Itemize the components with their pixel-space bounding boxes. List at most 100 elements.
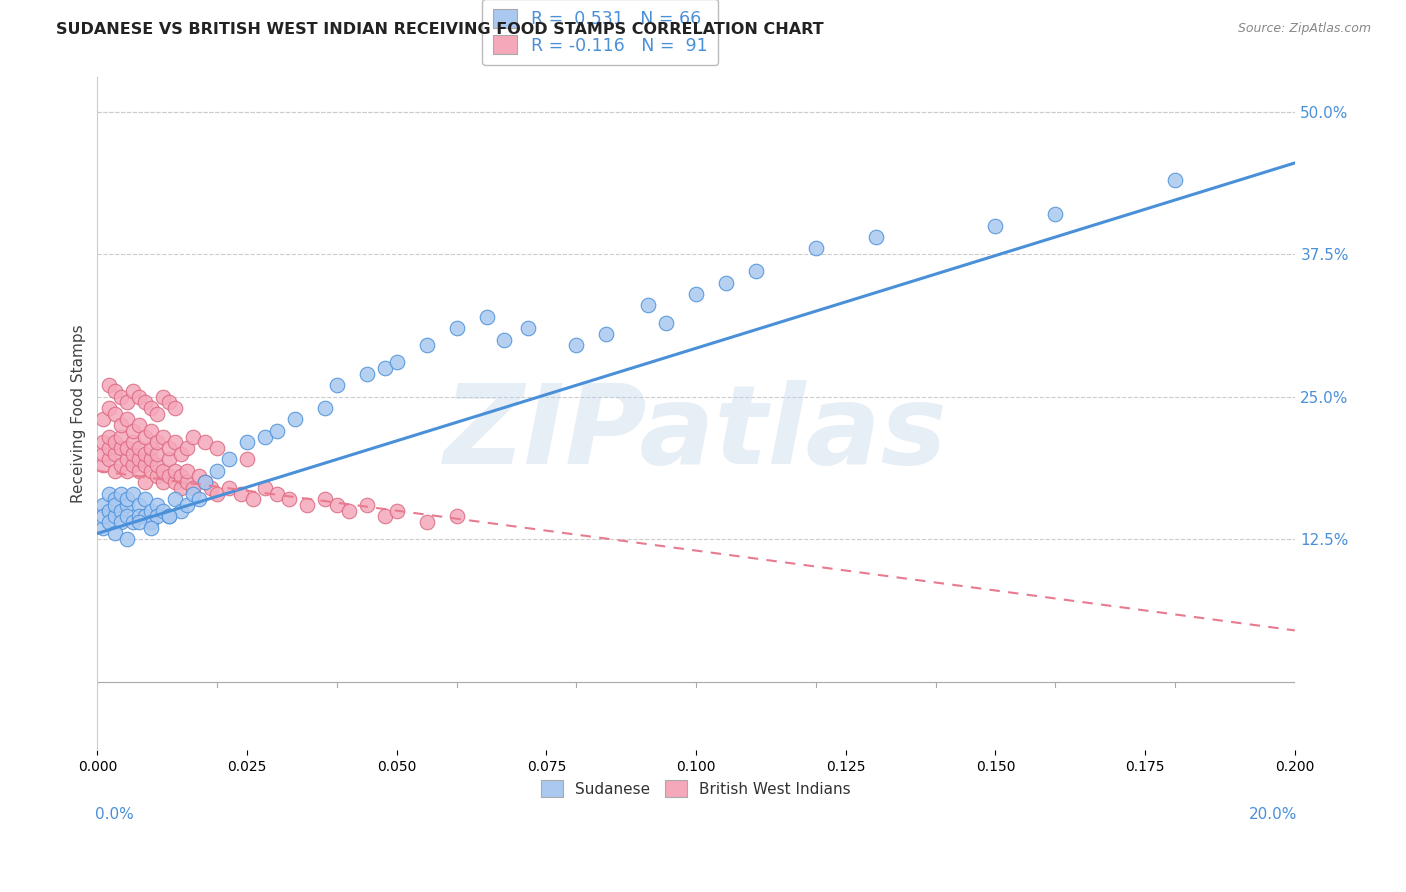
Point xyxy=(122,384,145,398)
Point xyxy=(122,515,145,529)
Point xyxy=(685,287,707,301)
Point xyxy=(205,441,228,455)
Point xyxy=(98,515,121,529)
Point xyxy=(176,441,198,455)
Point xyxy=(128,464,150,478)
Point xyxy=(278,492,301,507)
Point xyxy=(110,429,132,443)
Point xyxy=(104,435,127,450)
Point xyxy=(157,452,180,467)
Point xyxy=(117,452,139,467)
Point xyxy=(104,407,127,421)
Point xyxy=(218,481,240,495)
Point xyxy=(170,481,193,495)
Point xyxy=(200,481,222,495)
Point xyxy=(91,447,114,461)
Point xyxy=(104,498,127,512)
Point xyxy=(637,298,659,312)
Point xyxy=(134,509,156,524)
Point xyxy=(1045,207,1067,221)
Point xyxy=(157,509,180,524)
Point xyxy=(284,412,307,426)
Point xyxy=(104,526,127,541)
Point xyxy=(984,219,1007,233)
Point xyxy=(475,310,498,324)
Point xyxy=(415,338,437,352)
Point xyxy=(494,333,516,347)
Point xyxy=(117,395,139,409)
Point xyxy=(146,447,169,461)
Text: 20.0%: 20.0% xyxy=(1249,807,1298,822)
Point xyxy=(110,458,132,472)
Point xyxy=(146,458,169,472)
Point xyxy=(141,452,163,467)
Point xyxy=(110,486,132,500)
Point xyxy=(91,458,114,472)
Point xyxy=(141,515,163,529)
Point xyxy=(110,418,132,433)
Point xyxy=(146,435,169,450)
Point xyxy=(170,469,193,483)
Point xyxy=(314,492,336,507)
Point xyxy=(117,492,139,507)
Point xyxy=(110,504,132,518)
Point xyxy=(128,418,150,433)
Point xyxy=(122,486,145,500)
Point xyxy=(98,452,121,467)
Point xyxy=(117,509,139,524)
Point xyxy=(266,486,288,500)
Point xyxy=(141,464,163,478)
Point xyxy=(110,515,132,529)
Point xyxy=(194,475,217,490)
Point xyxy=(446,509,468,524)
Point xyxy=(188,492,211,507)
Point xyxy=(295,498,318,512)
Point xyxy=(229,486,252,500)
Point xyxy=(104,492,127,507)
Point xyxy=(326,378,349,392)
Point xyxy=(128,509,150,524)
Point xyxy=(104,464,127,478)
Point xyxy=(356,498,378,512)
Point xyxy=(152,390,174,404)
Text: Source: ZipAtlas.com: Source: ZipAtlas.com xyxy=(1237,22,1371,36)
Text: ZIPatlas: ZIPatlas xyxy=(444,381,948,487)
Point xyxy=(134,429,156,443)
Point xyxy=(157,395,180,409)
Point xyxy=(176,498,198,512)
Point xyxy=(141,521,163,535)
Point xyxy=(134,475,156,490)
Text: SUDANESE VS BRITISH WEST INDIAN RECEIVING FOOD STAMPS CORRELATION CHART: SUDANESE VS BRITISH WEST INDIAN RECEIVIN… xyxy=(56,22,824,37)
Point xyxy=(356,367,378,381)
Point xyxy=(98,441,121,455)
Point xyxy=(128,498,150,512)
Point xyxy=(117,412,139,426)
Point xyxy=(98,486,121,500)
Point xyxy=(253,429,276,443)
Point xyxy=(98,378,121,392)
Point xyxy=(117,532,139,546)
Point xyxy=(1164,173,1187,187)
Point xyxy=(146,498,169,512)
Point xyxy=(91,435,114,450)
Point xyxy=(152,429,174,443)
Point xyxy=(655,316,678,330)
Point xyxy=(517,321,540,335)
Point xyxy=(595,326,617,341)
Point xyxy=(152,464,174,478)
Legend: Sudanese, British West Indians: Sudanese, British West Indians xyxy=(536,774,856,803)
Point xyxy=(98,429,121,443)
Point xyxy=(128,515,150,529)
Point xyxy=(165,435,187,450)
Point xyxy=(91,509,114,524)
Point xyxy=(385,355,408,369)
Point xyxy=(141,401,163,415)
Point xyxy=(146,469,169,483)
Point xyxy=(110,441,132,455)
Point xyxy=(134,395,156,409)
Point xyxy=(165,464,187,478)
Point xyxy=(117,464,139,478)
Point xyxy=(157,469,180,483)
Point xyxy=(128,390,150,404)
Point xyxy=(385,504,408,518)
